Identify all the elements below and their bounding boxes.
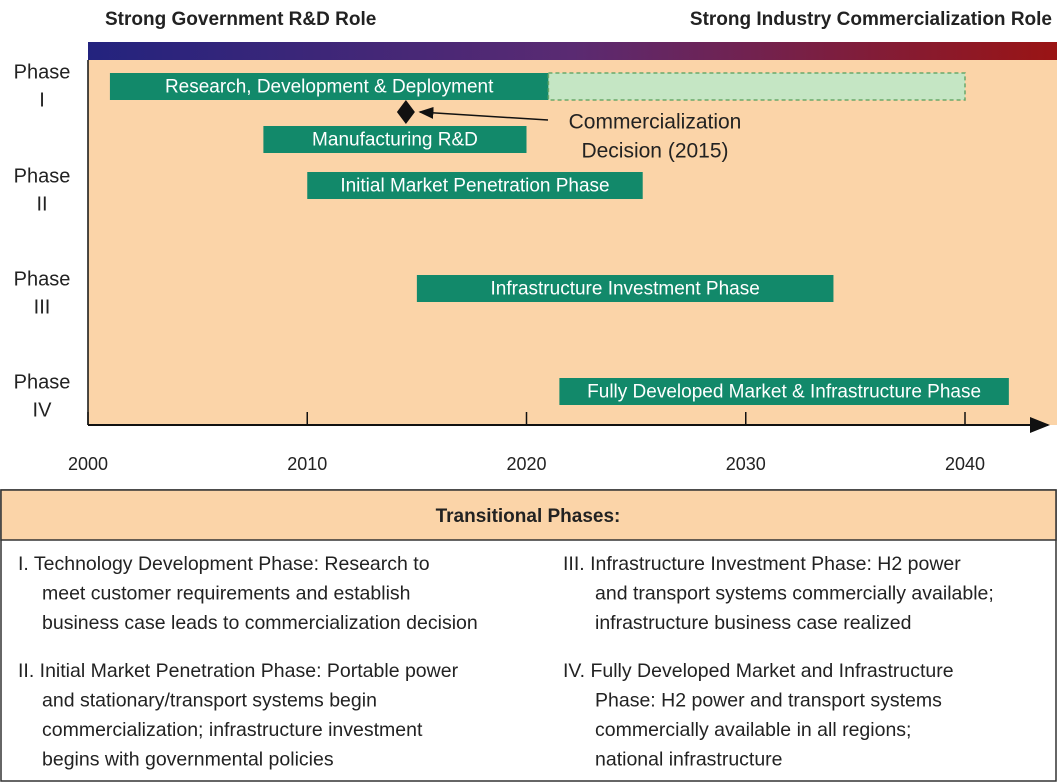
x-tick-label: 2020 <box>506 454 546 474</box>
phase-label: Phase <box>14 165 71 187</box>
note-line: meet customer requirements and establish <box>42 583 411 605</box>
phase-label: I <box>39 89 45 111</box>
note-line: business case leads to commercialization… <box>42 612 478 634</box>
note-line: commercially available in all regions; <box>595 719 911 741</box>
note-line: infrastructure business case realized <box>595 612 912 634</box>
bar-label: Infrastructure Investment Phase <box>491 279 760 300</box>
note-line: national infrastructure <box>595 749 783 771</box>
phase-label: II <box>36 193 47 215</box>
note-line: commercialization; infrastructure invest… <box>42 719 423 741</box>
notes-header <box>0 489 1057 541</box>
annotation-arrow <box>418 106 549 121</box>
phase-label: IV <box>33 399 53 421</box>
decision-marker <box>396 100 415 124</box>
plot-background <box>88 60 1057 425</box>
annotation: Decision (2015) <box>581 140 728 163</box>
bar-label: Initial Market Penetration Phase <box>340 176 609 197</box>
timeline-bar <box>547 72 966 101</box>
phase-label: Phase <box>14 371 71 393</box>
timeline-bar <box>307 172 643 199</box>
timeline-bar <box>559 378 1009 405</box>
note-line: begins with governmental policies <box>42 749 334 771</box>
note-line: and stationary/transport systems begin <box>42 690 377 712</box>
phase-label: Phase <box>14 268 71 290</box>
note-line: II. Initial Market Penetration Phase: Po… <box>18 660 459 682</box>
note-line: I. Technology Development Phase: Researc… <box>18 553 430 575</box>
timeline-bar <box>109 73 549 100</box>
x-tick-label: 2000 <box>68 454 108 474</box>
timeline-bar <box>263 126 527 153</box>
notes-title: Transitional Phases: <box>436 506 621 527</box>
note-line: III. Infrastructure Investment Phase: H2… <box>563 553 961 575</box>
right-heading: Strong Industry Commercialization Role <box>690 9 1052 30</box>
timeline-bar <box>416 275 834 302</box>
phase-label: Phase <box>14 61 71 83</box>
note-line: and transport systems commercially avail… <box>595 583 994 605</box>
x-tick-label: 2010 <box>287 454 327 474</box>
left-heading: Strong Government R&D Role <box>105 9 376 30</box>
note-line: Phase: H2 power and transport systems <box>595 690 942 712</box>
annotation: Commercialization <box>569 111 742 134</box>
x-tick-label: 2040 <box>945 454 985 474</box>
note-line: IV. Fully Developed Market and Infrastru… <box>563 660 954 682</box>
bar-label: Manufacturing R&D <box>312 130 478 151</box>
bar-label: Research, Development & Deployment <box>165 77 494 98</box>
role-gradient <box>88 42 1057 60</box>
x-tick-label: 2030 <box>726 454 766 474</box>
bar-label: Fully Developed Market & Infrastructure … <box>587 382 981 403</box>
phase-label: III <box>34 296 51 318</box>
